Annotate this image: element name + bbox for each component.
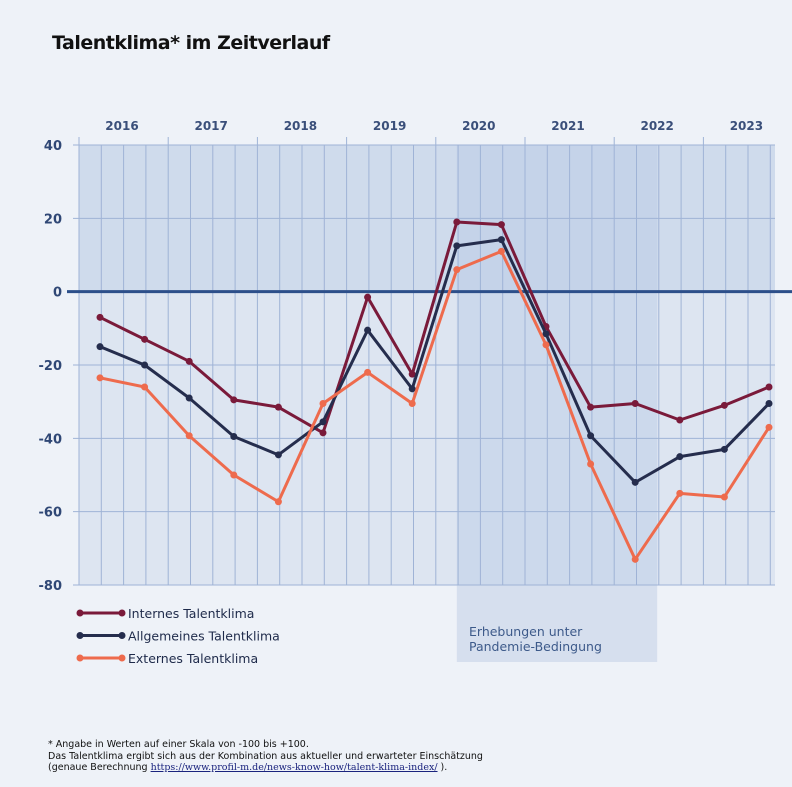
legend-label: Externes Talentklima	[128, 651, 258, 666]
data-point	[96, 343, 104, 351]
data-point	[364, 368, 372, 376]
data-point	[319, 429, 327, 437]
data-point	[587, 460, 595, 468]
data-point	[587, 403, 595, 411]
data-point	[408, 370, 416, 378]
y-tick-label: -20	[39, 359, 63, 374]
x-year-label: 2019	[373, 119, 406, 133]
footnote-suffix: ).	[437, 762, 448, 773]
data-point	[141, 335, 149, 343]
data-point	[230, 471, 238, 479]
data-point	[720, 493, 728, 501]
data-point	[141, 383, 149, 391]
data-point	[497, 236, 505, 244]
footnote-line-1: * Angabe in Werten auf einer Skala von -…	[48, 739, 309, 750]
pandemic-label-box	[456, 585, 658, 662]
data-point	[230, 396, 238, 404]
y-tick-label: -80	[39, 579, 63, 594]
data-point	[720, 401, 728, 409]
pandemic-note-line-2: Pandemie-Bedingung	[469, 639, 602, 654]
data-point	[319, 400, 327, 407]
data-point	[408, 385, 416, 393]
data-point	[765, 423, 773, 431]
legend-marker	[76, 609, 84, 617]
pandemic-note-line-1: Erhebungen unter	[469, 624, 583, 639]
data-point	[453, 242, 461, 250]
legend-marker	[76, 654, 84, 662]
data-point	[497, 221, 505, 229]
data-point	[720, 445, 728, 453]
data-point	[274, 451, 282, 459]
data-point	[319, 418, 327, 426]
x-year-label: 2017	[194, 119, 227, 133]
data-point	[631, 400, 639, 407]
footnote-prefix: (genaue Berechnung	[48, 762, 151, 773]
y-tick-label: -60	[39, 506, 63, 521]
legend-marker	[76, 632, 84, 639]
data-point	[96, 313, 104, 321]
data-point	[364, 326, 372, 334]
data-point	[631, 478, 639, 486]
y-tick-label: 20	[44, 212, 62, 227]
data-point	[587, 432, 595, 440]
data-point	[141, 361, 149, 369]
footnote: * Angabe in Werten auf einer Skala von -…	[48, 739, 483, 774]
methodology-link[interactable]: https://www.profil-m.de/news-know-how/ta…	[150, 762, 438, 773]
y-tick-label: -40	[39, 432, 63, 447]
data-point	[542, 341, 550, 349]
data-point	[230, 433, 238, 440]
footnote-line-2: Das Talentklima ergibt sich aus der Komb…	[48, 750, 483, 762]
data-point	[542, 330, 550, 338]
legend-marker	[118, 609, 126, 617]
legend-label: Internes Talentklima	[128, 606, 254, 621]
y-tick-label: 40	[44, 139, 62, 154]
series-line-1	[99, 238, 771, 484]
data-point	[497, 247, 505, 255]
x-year-label: 2023	[730, 119, 763, 133]
data-point	[185, 432, 193, 440]
data-point	[274, 403, 282, 411]
legend-label: Allgemeines Talentklima	[128, 629, 280, 644]
x-year-label: 2021	[551, 119, 584, 133]
data-point	[364, 293, 372, 301]
data-point	[676, 453, 684, 461]
series-line-2	[99, 249, 771, 561]
y-tick-label: 0	[53, 286, 62, 301]
data-point	[408, 400, 416, 407]
x-year-label: 2018	[284, 119, 317, 133]
data-point	[96, 374, 104, 382]
data-point	[185, 394, 193, 402]
data-point	[453, 218, 461, 226]
data-point	[274, 498, 282, 506]
x-year-label: 2022	[640, 119, 673, 133]
chart-title: Talentklima* im Zeitverlauf	[52, 32, 330, 54]
data-point	[453, 266, 461, 274]
data-point	[765, 383, 773, 391]
data-point	[676, 416, 684, 424]
x-year-label: 2020	[462, 119, 495, 133]
legend-marker	[118, 632, 126, 639]
x-year-label: 2016	[105, 119, 138, 133]
legend-marker	[118, 654, 126, 662]
data-point	[765, 400, 773, 407]
data-point	[631, 555, 639, 563]
series-line-0	[99, 220, 770, 435]
data-point	[676, 489, 684, 497]
data-point	[185, 357, 193, 365]
